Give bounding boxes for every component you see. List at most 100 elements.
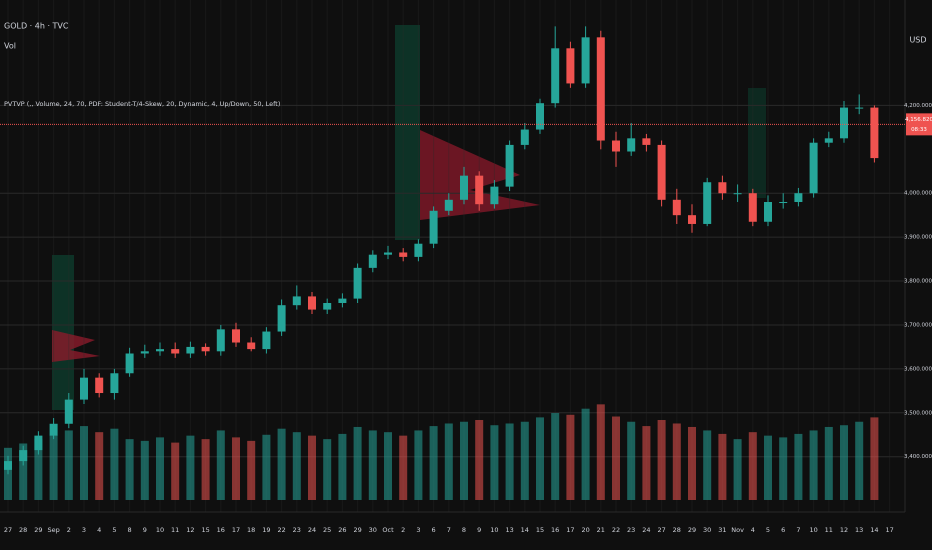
candle-body [566,48,575,84]
profile-area [748,88,766,198]
volume-bar [247,440,256,500]
candle-body [520,129,529,145]
candle-body [110,373,119,394]
candle-body [612,140,620,152]
x-tick-label: 9 [477,526,481,534]
volume-bar [201,439,210,500]
x-tick-label: 4 [97,526,101,534]
x-tick-label: 11 [171,526,179,534]
x-tick-label: 2 [67,526,71,534]
volume-bar [612,416,620,500]
volume-bar [186,435,195,500]
volume-bar [308,435,316,500]
x-tick-label: 8 [462,526,466,534]
candle-body [414,243,423,257]
volume-bar [292,432,301,500]
x-tick-label: 12 [840,526,848,534]
candle-body [627,138,636,152]
x-tick-label: 19 [262,526,270,534]
x-tick-label: 23 [293,526,301,534]
last-price-box [906,113,932,136]
volume-bar [95,432,104,500]
x-tick-label: Sep [47,526,59,534]
volume-bar [64,430,73,500]
x-tick-label: 29 [34,526,42,534]
x-tick-label: 10 [490,526,498,534]
volume-bar [490,425,499,500]
x-tick-label: 2 [401,526,405,534]
y-tick-label: 3,800.000 [904,279,932,285]
candle-body [323,303,332,310]
volume [4,404,879,500]
candle-body [490,186,499,205]
volume-bar [536,417,544,500]
candle-body [277,305,286,332]
y-tick-label: 3,400.000 [904,454,932,460]
volume-bar [19,443,28,500]
x-tick-label: 17 [566,526,574,534]
x-tick-label: 27 [657,526,665,534]
x-tick-label: 15 [536,526,544,534]
candle-body [824,138,833,143]
candle-body [399,252,408,257]
candle-body [596,37,605,141]
y-tick-label: 3,900.000 [904,235,932,241]
candle-body [460,175,468,200]
volume-bar [80,426,88,500]
volume-bar [156,437,164,500]
x-tick-label: 6 [781,526,785,534]
candle-body [475,175,484,205]
volume-bar [444,423,453,500]
candle-body [338,298,347,303]
volume-bar [125,439,134,500]
volume-bar [368,430,377,500]
y-tick-label: 4,000.000 [904,191,932,197]
candle-body [292,296,301,306]
volume-bar [429,426,438,500]
candle-body [186,346,195,354]
candle-body [672,199,681,216]
currency: USD [909,36,926,45]
x-tick-label: 14 [521,526,529,534]
x-tick-label: 16 [217,526,225,534]
candle-body [505,144,514,187]
volume-bar [764,435,772,500]
x-tick-label: 3 [416,526,420,534]
candle-body [232,329,240,343]
volume-bar [718,433,727,500]
candle-body [779,202,788,203]
x-tick-label: 13 [855,526,863,534]
volume-title: Vol [4,42,16,51]
x-tick-label: 9 [143,526,147,534]
volume-bar [566,414,575,500]
volume-bar [657,420,666,500]
volume-bar [262,434,271,500]
candle-body [4,461,12,470]
x-tick-label: 24 [642,526,650,534]
profile-poc [52,330,100,362]
volume-bar [748,432,757,500]
x-tick-label: 21 [597,526,605,534]
candle-body [840,107,848,139]
x-tick-label: 15 [201,526,209,534]
y-tick-label: 3,600.000 [904,366,932,372]
volume-bar [475,420,484,500]
volume-bar [642,426,651,500]
candle-body [870,107,879,159]
y-tick-label: 3,700.000 [904,322,932,328]
x-tick-label: 29 [353,526,361,534]
x-tick-label: 5 [112,526,116,534]
volume-bar [338,433,347,500]
volume-bar [323,439,332,500]
x-tick-label: 8 [128,526,132,534]
x-tick-label: 26 [338,526,346,534]
x-tick-label: 14 [870,526,878,534]
x-tick-label: 13 [505,526,513,534]
candle-body [794,193,803,202]
volume-bar [855,421,864,500]
x-tick-label: 30 [369,526,377,534]
candle-body [95,377,104,394]
x-tick-label: 28 [673,526,681,534]
volume-bar [809,430,818,500]
x-tick-label: 30 [703,526,711,534]
